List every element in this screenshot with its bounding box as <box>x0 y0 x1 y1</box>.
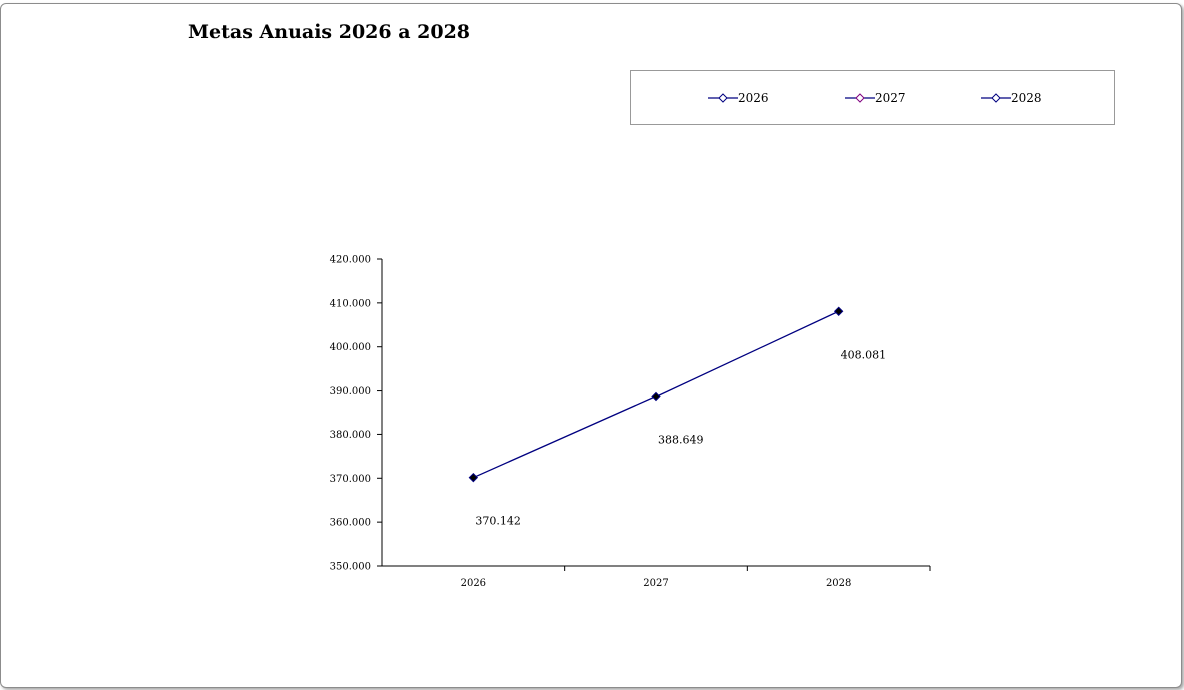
y-tick-label: 420.000 <box>330 255 371 266</box>
y-tick-label: 400.000 <box>330 342 371 353</box>
legend-marker-icon <box>845 93 875 103</box>
legend-label: 2026 <box>738 91 769 105</box>
chart-title: Metas Anuais 2026 a 2028 <box>188 21 471 43</box>
chart-area: Metas Anuais 2026 a 2028 2026 2027 2028 … <box>0 3 1182 688</box>
legend-marker-icon <box>981 93 1011 103</box>
y-tick-label: 370.000 <box>330 474 371 485</box>
y-tick-label: 360.000 <box>330 518 371 529</box>
data-label: 388.649 <box>658 433 704 446</box>
x-tick-label: 2027 <box>643 578 668 589</box>
legend-entry-2026: 2026 <box>708 90 769 106</box>
y-tick-label: 380.000 <box>330 430 371 441</box>
legend: 2026 2027 2028 <box>630 70 1115 125</box>
data-point <box>468 472 479 483</box>
legend-entry-2028: 2028 <box>981 90 1042 106</box>
data-label: 408.081 <box>841 348 887 361</box>
x-tick-label: 2026 <box>461 578 486 589</box>
legend-label: 2027 <box>875 91 906 105</box>
data-point <box>833 306 844 316</box>
x-tick-label: 2028 <box>826 578 851 589</box>
data-point <box>651 391 661 402</box>
plot-area: 350.000 360.000 370.000 380.000 390.000 400.0… <box>330 255 931 589</box>
y-tick-label: 410.000 <box>330 298 371 309</box>
legend-label: 2028 <box>1011 91 1042 105</box>
legend-marker-icon <box>708 93 738 103</box>
legend-entry-2027: 2027 <box>845 90 906 106</box>
y-tick-label: 350.000 <box>330 562 371 573</box>
data-label: 370.142 <box>475 515 521 528</box>
y-tick-label: 390.000 <box>330 386 371 397</box>
